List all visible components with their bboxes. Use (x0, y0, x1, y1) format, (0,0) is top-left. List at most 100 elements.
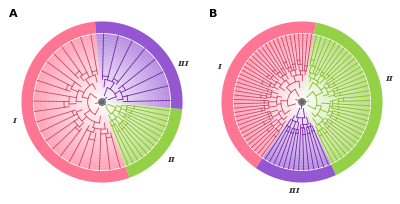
Polygon shape (94, 94, 105, 110)
Polygon shape (58, 59, 117, 146)
Polygon shape (280, 131, 318, 140)
Polygon shape (264, 64, 309, 133)
Polygon shape (294, 111, 308, 116)
Polygon shape (97, 42, 162, 102)
Polygon shape (312, 102, 329, 127)
Polygon shape (237, 37, 313, 156)
Polygon shape (116, 102, 118, 103)
Polygon shape (288, 120, 312, 126)
Polygon shape (312, 43, 362, 102)
Polygon shape (258, 58, 310, 138)
Polygon shape (304, 89, 316, 102)
Polygon shape (115, 105, 143, 140)
Polygon shape (102, 96, 108, 102)
Polygon shape (286, 86, 305, 115)
Polygon shape (126, 102, 129, 104)
Polygon shape (316, 102, 338, 134)
Polygon shape (98, 53, 151, 102)
Polygon shape (275, 75, 307, 124)
Polygon shape (276, 138, 322, 148)
Polygon shape (222, 21, 316, 168)
Polygon shape (320, 102, 348, 144)
Polygon shape (294, 94, 304, 109)
Polygon shape (325, 102, 359, 154)
Polygon shape (242, 42, 312, 151)
Polygon shape (291, 91, 304, 111)
Polygon shape (121, 107, 159, 156)
Polygon shape (99, 64, 140, 102)
Polygon shape (108, 102, 110, 103)
Polygon shape (98, 56, 148, 102)
Polygon shape (309, 59, 346, 102)
Polygon shape (101, 91, 113, 102)
Polygon shape (99, 67, 138, 102)
Polygon shape (113, 105, 137, 135)
Polygon shape (97, 48, 156, 102)
Polygon shape (22, 22, 130, 183)
Polygon shape (303, 102, 308, 107)
Polygon shape (146, 102, 148, 106)
Polygon shape (288, 88, 304, 113)
Polygon shape (300, 102, 303, 105)
Polygon shape (112, 105, 134, 133)
Polygon shape (312, 46, 359, 102)
Polygon shape (96, 34, 170, 102)
Polygon shape (310, 54, 351, 102)
Text: III: III (288, 187, 300, 195)
Polygon shape (110, 102, 113, 103)
Polygon shape (306, 102, 313, 112)
Polygon shape (307, 72, 332, 102)
Polygon shape (148, 102, 151, 106)
Polygon shape (50, 50, 120, 154)
Polygon shape (108, 104, 124, 122)
Polygon shape (117, 106, 148, 145)
Polygon shape (102, 99, 105, 102)
Polygon shape (277, 135, 320, 146)
Polygon shape (269, 69, 308, 129)
Text: III: III (178, 60, 189, 68)
Polygon shape (271, 144, 325, 156)
Polygon shape (61, 61, 116, 143)
Polygon shape (164, 102, 167, 108)
Polygon shape (313, 35, 370, 102)
Polygon shape (162, 102, 165, 108)
Polygon shape (304, 86, 318, 102)
Polygon shape (98, 61, 143, 102)
Polygon shape (100, 80, 124, 102)
Polygon shape (308, 102, 318, 117)
Polygon shape (304, 102, 310, 109)
Polygon shape (140, 102, 143, 105)
Polygon shape (96, 37, 167, 102)
Polygon shape (305, 81, 324, 102)
Polygon shape (296, 109, 307, 113)
Polygon shape (118, 106, 151, 148)
Polygon shape (261, 61, 309, 135)
Polygon shape (106, 103, 116, 115)
Polygon shape (156, 102, 159, 107)
Polygon shape (308, 64, 340, 102)
Polygon shape (88, 88, 107, 116)
Polygon shape (78, 78, 110, 126)
Circle shape (100, 100, 104, 104)
Polygon shape (53, 53, 119, 151)
Polygon shape (326, 102, 362, 156)
Polygon shape (72, 72, 112, 132)
Polygon shape (86, 86, 108, 118)
Polygon shape (91, 91, 106, 113)
Polygon shape (266, 67, 308, 131)
Polygon shape (108, 103, 121, 120)
Polygon shape (126, 108, 182, 178)
Polygon shape (104, 102, 110, 110)
Polygon shape (118, 102, 121, 104)
Polygon shape (154, 102, 156, 107)
Polygon shape (272, 142, 324, 154)
Polygon shape (42, 42, 122, 162)
Polygon shape (311, 48, 356, 102)
Polygon shape (66, 67, 114, 137)
Polygon shape (305, 83, 321, 102)
Polygon shape (253, 53, 310, 142)
Polygon shape (309, 102, 321, 119)
Polygon shape (313, 38, 367, 102)
Polygon shape (99, 69, 135, 102)
Polygon shape (324, 102, 356, 151)
